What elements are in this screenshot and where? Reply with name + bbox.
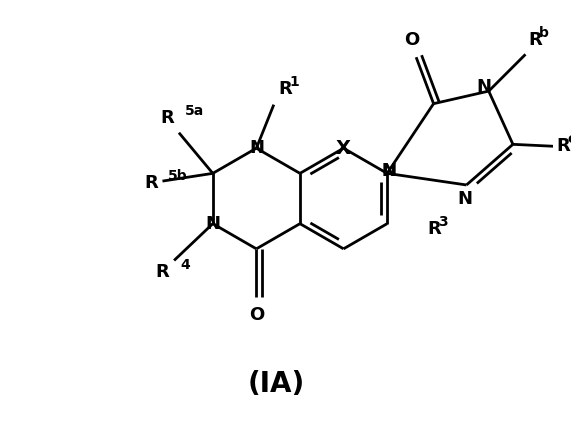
Text: N: N xyxy=(249,139,264,157)
Text: R: R xyxy=(144,174,158,192)
Text: 3: 3 xyxy=(439,214,448,229)
Text: (IA): (IA) xyxy=(247,370,304,398)
Text: R: R xyxy=(160,109,174,127)
Text: 5b: 5b xyxy=(168,169,188,183)
Text: R: R xyxy=(428,220,441,238)
Text: R: R xyxy=(528,31,542,49)
Text: c: c xyxy=(567,132,571,146)
Text: N: N xyxy=(457,190,472,208)
Text: N: N xyxy=(476,78,492,96)
Text: O: O xyxy=(404,31,419,49)
Text: X: X xyxy=(336,139,351,158)
Text: R: R xyxy=(557,137,570,155)
Text: O: O xyxy=(249,306,264,324)
Text: 4: 4 xyxy=(180,258,190,272)
Text: R: R xyxy=(279,80,292,98)
Text: 5a: 5a xyxy=(185,104,204,118)
Text: 1: 1 xyxy=(289,75,299,89)
Text: N: N xyxy=(381,162,396,181)
Text: N: N xyxy=(206,215,220,233)
Text: R: R xyxy=(155,263,169,281)
Text: b: b xyxy=(539,26,549,40)
Text: N: N xyxy=(381,162,396,181)
